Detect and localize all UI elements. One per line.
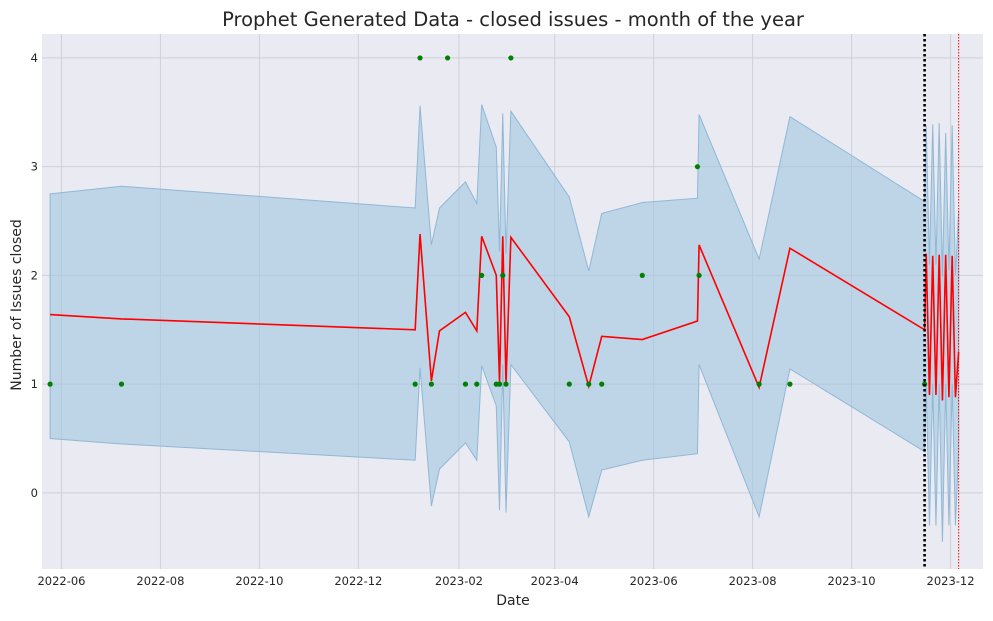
observed-point [47, 381, 53, 387]
y-axis-label: Number of Issues closed [9, 219, 25, 391]
x-tick-label: 2022-06 [37, 574, 85, 588]
observed-point [756, 381, 762, 387]
observed-point [696, 272, 702, 279]
observed-points-layer [47, 55, 928, 387]
observed-point [503, 381, 509, 387]
reference-lines-layer [923, 34, 960, 569]
observed-point [586, 381, 592, 387]
x-tick-label: 2023-08 [729, 574, 777, 588]
observed-point [462, 381, 469, 387]
observed-point [639, 272, 645, 279]
observed-point [474, 381, 480, 387]
y-tick-label: 1 [31, 377, 38, 391]
observed-point [428, 381, 434, 387]
y-tick-labels: 0 1 2 3 4 [31, 51, 38, 500]
observed-point [787, 381, 793, 387]
y-tick-label: 2 [31, 268, 38, 282]
observed-point [500, 272, 506, 279]
observed-point [508, 55, 514, 61]
forecast-line [50, 234, 960, 401]
x-axis-label: Date [496, 593, 529, 609]
observed-point [694, 164, 701, 170]
x-tick-label: 2022-08 [136, 574, 184, 588]
y-tick-label: 0 [31, 486, 38, 500]
observed-point [479, 272, 485, 279]
x-tick-label: 2023-12 [927, 574, 975, 588]
observed-point [599, 381, 605, 387]
observed-point [118, 381, 125, 387]
x-tick-label: 2023-06 [630, 574, 678, 588]
observed-point [412, 381, 418, 387]
x-tick-labels: 2022-06 2022-08 2022-10 2022-12 2023-02 2023-… [37, 574, 974, 588]
forecast-line-layer [50, 234, 960, 401]
y-tick-label: 4 [31, 51, 38, 65]
observed-point [445, 55, 451, 61]
y-tick-label: 3 [31, 160, 38, 174]
chart-title: Prophet Generated Data - closed issues -… [222, 8, 805, 31]
x-tick-label: 2023-04 [531, 574, 579, 588]
observed-point [496, 381, 503, 387]
x-tick-label: 2022-10 [235, 574, 283, 588]
observed-point [566, 381, 572, 387]
x-tick-label: 2023-02 [435, 574, 483, 588]
observed-point [417, 55, 423, 61]
x-tick-label: 2022-12 [334, 574, 382, 588]
x-tick-label: 2023-10 [828, 574, 876, 588]
